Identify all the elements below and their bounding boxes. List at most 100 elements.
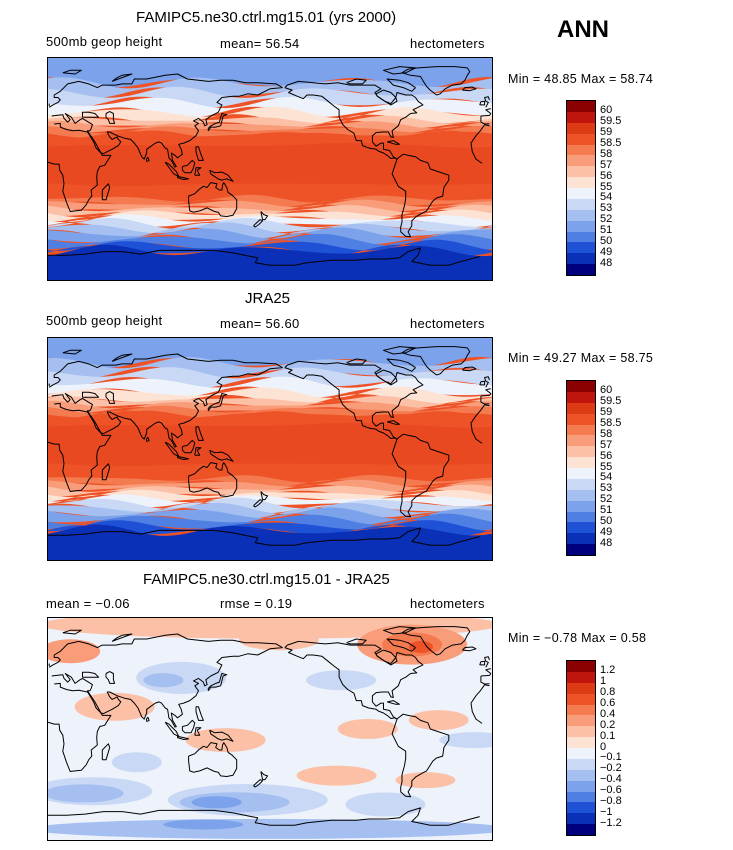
- coastline: [177, 175, 190, 180]
- colorbar-swatch: [567, 780, 595, 792]
- coastline: [111, 73, 133, 82]
- contour-fill: [337, 719, 398, 739]
- colorbar-swatch: [567, 522, 595, 534]
- colorbar-tick-label: 51: [600, 224, 613, 236]
- contour-fill: [143, 673, 184, 688]
- coastline: [270, 527, 480, 546]
- colorbar-tick-label: 59: [600, 126, 613, 139]
- contour-fill: [48, 484, 492, 498]
- colorbar-tick-label: 49: [600, 525, 613, 538]
- colorbar-tick-label: 50: [600, 514, 613, 527]
- coastline: [48, 353, 283, 448]
- coastline: [383, 66, 416, 75]
- colorbar-swatch: [567, 671, 595, 683]
- contour-fill: [48, 130, 492, 143]
- colorbar-swatch: [567, 500, 595, 512]
- coastline: [346, 638, 367, 645]
- colorbar-swatch: [567, 220, 595, 232]
- colorbar-swatch: [567, 402, 595, 414]
- contour-fill: [48, 502, 492, 519]
- coastline: [101, 463, 111, 481]
- panel-1-units-label: hectometers: [410, 36, 485, 51]
- coastline: [470, 423, 483, 444]
- contour-fill: [48, 639, 101, 664]
- colorbar-swatch: [567, 166, 595, 178]
- contour-fill: [191, 796, 242, 809]
- contour-fill: [48, 239, 492, 256]
- coastline: [111, 633, 133, 642]
- colorbar-swatch: [567, 682, 595, 694]
- coastline: [386, 358, 416, 372]
- panel-2-minmax: Min = 49.27 Max = 58.75: [508, 351, 654, 365]
- coastline: [82, 671, 100, 678]
- contour-fill: [408, 710, 469, 731]
- colorbar-swatch: [567, 381, 595, 392]
- colorbar-tick-label: 0.8: [600, 686, 616, 699]
- coastline: [195, 706, 204, 721]
- contour-fill: [48, 494, 492, 508]
- map-canvas: [48, 618, 492, 840]
- colorbar-swatch: [567, 489, 595, 501]
- panel-1-colorbar: [566, 100, 596, 276]
- coastline: [479, 380, 486, 386]
- coastline: [284, 360, 424, 440]
- coastline: [253, 499, 264, 508]
- colorbar-swatch: [567, 209, 595, 221]
- contour-fill: [48, 190, 492, 203]
- colorbar-tick-label: 49: [600, 245, 613, 258]
- colorbar-swatch: [567, 693, 595, 705]
- colorbar-tick-label: 56: [600, 449, 613, 462]
- coastline: [462, 366, 477, 372]
- coastline: [484, 96, 490, 108]
- colorbar-swatch: [567, 111, 595, 123]
- coastline: [48, 73, 283, 168]
- contour-fill: [48, 376, 492, 398]
- coastline: [375, 369, 397, 385]
- coastline: [401, 626, 471, 656]
- colorbar-tick-label: 1.2: [600, 664, 616, 677]
- coastline: [48, 633, 283, 728]
- colorbar-tick-label: 58.5: [600, 417, 622, 429]
- coastline: [111, 353, 133, 362]
- coastline: [375, 89, 397, 105]
- coastline: [62, 69, 82, 75]
- coastline: [48, 529, 271, 546]
- coastline: [479, 660, 486, 666]
- coastline: [101, 743, 111, 761]
- coastline: [181, 159, 196, 174]
- coastline: [346, 78, 367, 85]
- coastlines: [48, 626, 492, 826]
- coastline: [387, 420, 400, 425]
- coastline: [383, 626, 416, 635]
- coastline: [194, 447, 202, 456]
- contour-fill: [48, 125, 492, 139]
- contour-fill: [238, 630, 319, 651]
- colorbar-swatch: [567, 457, 595, 468]
- colorbar-tick-label: −1: [600, 805, 613, 818]
- contour-fill: [74, 692, 155, 721]
- panel-3-colorbar: [566, 660, 596, 836]
- colorbar-swatch: [567, 737, 595, 748]
- colorbar-swatch: [567, 661, 595, 672]
- coastline: [48, 402, 112, 492]
- colorbar-swatch: [567, 413, 595, 425]
- contour-fill: [48, 194, 492, 208]
- coastline: [346, 358, 367, 365]
- coastline: [105, 111, 116, 124]
- colorbar-tick-label: −0.4: [600, 773, 622, 786]
- panel-2-map: [47, 337, 493, 561]
- coastline: [145, 716, 150, 723]
- coastline: [383, 346, 416, 355]
- contour-fill: [48, 58, 492, 89]
- coastline: [145, 156, 150, 163]
- colorbar-tick-label: 59.5: [600, 395, 622, 408]
- coastline: [253, 779, 264, 788]
- colorbar-swatch: [567, 101, 595, 112]
- colorbar-swatch: [567, 253, 595, 265]
- colorbar-swatch: [567, 726, 595, 738]
- colorbar-swatch: [567, 177, 595, 188]
- colorbar-tick-label: −1.2: [600, 816, 622, 829]
- coastline: [194, 727, 202, 736]
- contour-fill: [48, 77, 492, 99]
- colorbar-swatch: [567, 133, 595, 145]
